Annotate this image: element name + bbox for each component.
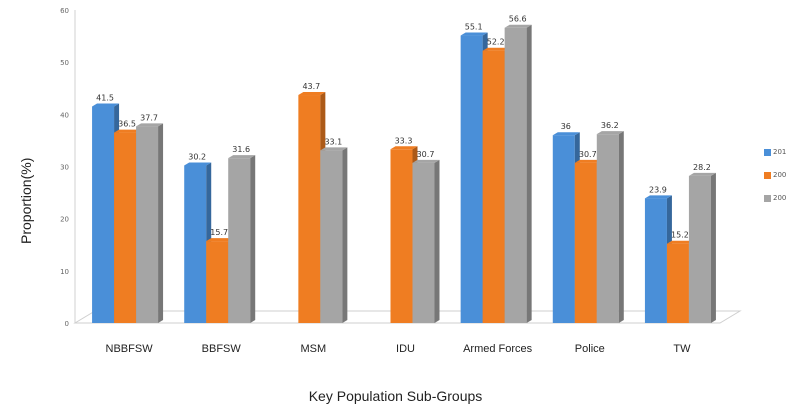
category-label: Armed Forces — [463, 343, 533, 355]
bar-top-2 — [666, 240, 694, 244]
legend-item-series-1: 201 — [764, 148, 786, 156]
bar-top-2 — [482, 47, 510, 51]
legend-swatch — [764, 171, 771, 179]
bar-side-3 — [250, 155, 256, 323]
data-label: 33.3 — [395, 136, 413, 145]
legend-label: 200 — [773, 171, 787, 179]
data-label: 43.7 — [302, 82, 320, 91]
legend-swatch — [764, 148, 771, 156]
data-label: 28.2 — [693, 163, 711, 172]
bar-2 — [482, 50, 505, 323]
category-label: MSM — [301, 343, 327, 355]
data-label: 30.7 — [579, 150, 597, 159]
bar-3 — [228, 158, 251, 323]
y-tick-label: 20 — [60, 216, 69, 224]
bar-side-3 — [434, 159, 440, 323]
data-label: 15.7 — [210, 228, 228, 237]
bar-top-1 — [552, 132, 580, 136]
category-label: Police — [575, 343, 605, 355]
bar-top-2 — [114, 129, 142, 133]
bar-top-2 — [298, 92, 326, 96]
data-label: 55.1 — [465, 23, 483, 32]
data-label: 36.2 — [601, 121, 619, 130]
bar-2 — [574, 162, 597, 323]
bar-3 — [136, 126, 159, 323]
bar-side-3 — [710, 172, 716, 323]
bar-top-3 — [504, 24, 532, 28]
legend-label: 201 — [773, 148, 787, 156]
data-label: 30.7 — [417, 150, 435, 159]
y-axis-title: Proportion(%) — [18, 157, 34, 244]
bar-3 — [504, 27, 527, 324]
category-label: TW — [673, 343, 691, 355]
bar-top-3 — [596, 131, 624, 135]
y-tick-label: 40 — [60, 111, 69, 119]
bar-side-3 — [618, 131, 624, 323]
bar-2 — [666, 243, 689, 323]
data-label: 36 — [561, 122, 571, 131]
bar-top-3 — [688, 172, 716, 176]
bar-top-1 — [92, 103, 120, 107]
legend-item-series-3: 200 — [764, 194, 786, 202]
bar-top-2 — [390, 146, 418, 150]
bar-2 — [298, 95, 321, 323]
y-tick-label: 0 — [65, 320, 69, 328]
data-label: 56.6 — [509, 15, 527, 24]
bar-3 — [688, 175, 711, 323]
legend-label: 200 — [773, 194, 787, 202]
bar-side-3 — [526, 24, 532, 324]
bar-1 — [460, 35, 483, 323]
bar-1 — [92, 106, 115, 323]
bar-top-1 — [644, 195, 672, 199]
bar-side-3 — [158, 123, 164, 323]
legend-swatch — [764, 194, 771, 202]
data-label: 41.5 — [96, 94, 114, 103]
bar-3 — [412, 162, 435, 323]
bar-top-3 — [412, 159, 440, 163]
bar-top-2 — [574, 159, 602, 163]
data-label: 15.2 — [671, 231, 689, 240]
bar-top-2 — [206, 238, 234, 242]
bar-1 — [184, 165, 207, 323]
bar-2 — [390, 149, 413, 323]
bar-2 — [206, 241, 229, 323]
bar-2 — [114, 132, 137, 323]
legend-item-series-2: 200 — [764, 171, 786, 179]
bar-top-3 — [320, 147, 348, 151]
bar-top-3 — [228, 155, 256, 159]
category-label: BBFSW — [202, 343, 242, 355]
y-tick-label: 50 — [60, 59, 69, 67]
bar-1 — [552, 135, 575, 323]
category-label: IDU — [396, 343, 415, 355]
y-tick-label: 60 — [60, 7, 69, 15]
data-label: 30.2 — [188, 152, 206, 161]
y-tick-label: 10 — [60, 268, 69, 276]
data-label: 36.5 — [118, 120, 136, 129]
bar-3 — [320, 150, 343, 323]
bar-side-3 — [342, 147, 348, 323]
data-label: 37.7 — [140, 113, 158, 122]
bar-1 — [644, 198, 667, 323]
bar-3 — [596, 134, 619, 323]
bar-top-1 — [460, 32, 488, 36]
data-label: 31.6 — [232, 145, 250, 154]
data-label: 33.1 — [324, 137, 342, 146]
category-label: NBBFSW — [106, 343, 154, 355]
x-axis-title: Key Population Sub-Groups — [308, 388, 483, 404]
bar-top-3 — [136, 123, 164, 127]
data-label: 52.2 — [487, 38, 505, 47]
data-label: 23.9 — [649, 185, 667, 194]
y-tick-label: 30 — [60, 164, 69, 172]
bar-top-1 — [184, 162, 212, 166]
